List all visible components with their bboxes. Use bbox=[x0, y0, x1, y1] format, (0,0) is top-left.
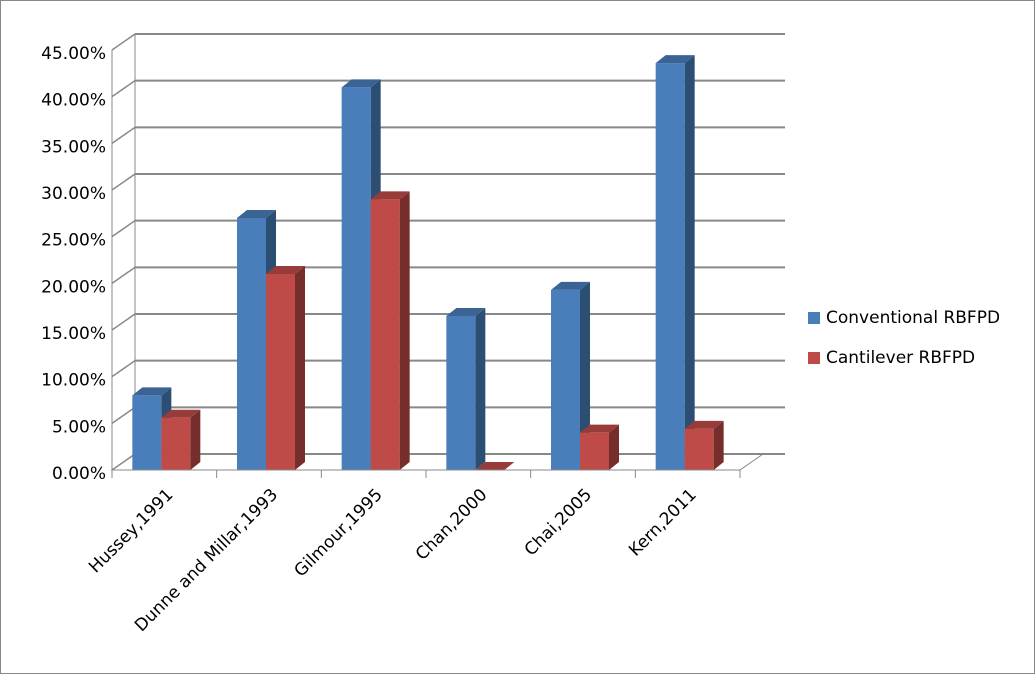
y-tick-label: 20.00% bbox=[41, 277, 106, 297]
grid-line-side bbox=[111, 453, 136, 471]
y-tick-label: 10.00% bbox=[41, 371, 106, 391]
grid-line-side bbox=[111, 126, 136, 144]
bar-side bbox=[295, 266, 305, 470]
bar-face bbox=[551, 289, 580, 470]
bar-side bbox=[399, 191, 410, 471]
bar-side bbox=[580, 281, 590, 470]
bar-face bbox=[161, 417, 191, 470]
bar-side bbox=[475, 308, 486, 470]
y-tick-label: 40.00% bbox=[41, 91, 106, 111]
grid-line-side bbox=[111, 360, 136, 378]
grid-line-side bbox=[111, 80, 136, 98]
y-tick-label: 35.00% bbox=[41, 137, 106, 157]
bar-side bbox=[713, 420, 724, 470]
legend-label: Conventional RBFPD bbox=[826, 308, 1000, 328]
bar-top bbox=[132, 387, 172, 396]
bar-side bbox=[684, 55, 695, 471]
legend-swatch bbox=[808, 352, 820, 364]
bar bbox=[370, 191, 410, 471]
legend-label: Cantilever RBFPD bbox=[826, 348, 975, 368]
bar-top bbox=[655, 55, 695, 64]
y-tick-label: 25.00% bbox=[41, 231, 106, 251]
bar-face bbox=[132, 395, 162, 470]
bar bbox=[266, 266, 305, 470]
grid-line-side bbox=[111, 266, 136, 284]
grid-line-side bbox=[111, 220, 136, 238]
bar bbox=[551, 281, 590, 470]
bar-side bbox=[190, 409, 201, 470]
bar-top bbox=[266, 266, 305, 274]
grid-line-side bbox=[111, 173, 136, 191]
bar bbox=[655, 55, 695, 471]
bar bbox=[580, 424, 619, 470]
bar-top bbox=[551, 281, 590, 290]
y-tick-label: 5.00% bbox=[52, 417, 106, 437]
bar bbox=[684, 420, 724, 470]
bar-top bbox=[446, 308, 486, 316]
bar bbox=[161, 409, 201, 470]
bar-face bbox=[580, 432, 609, 470]
bar-face bbox=[446, 316, 476, 470]
bar-top bbox=[475, 462, 515, 470]
y-tick-label: 45.00% bbox=[41, 44, 106, 64]
bar-top bbox=[237, 210, 276, 218]
bar bbox=[446, 308, 486, 470]
bar-top bbox=[341, 79, 381, 88]
bar-face bbox=[370, 199, 400, 471]
grid-line-side bbox=[111, 313, 136, 331]
legend-swatch bbox=[808, 312, 820, 324]
bar-top bbox=[370, 191, 410, 200]
bar-top bbox=[161, 409, 201, 418]
y-tick-label: 15.00% bbox=[41, 324, 106, 344]
y-tick-label: 0.00% bbox=[52, 464, 106, 484]
bar-top bbox=[580, 424, 619, 433]
grid-line-side bbox=[111, 33, 136, 51]
grid-line-side bbox=[111, 406, 136, 424]
bar-face bbox=[655, 63, 685, 471]
bar-face bbox=[341, 87, 371, 470]
y-tick-label: 30.00% bbox=[41, 184, 106, 204]
bar-face bbox=[684, 428, 714, 470]
bar bbox=[475, 462, 515, 470]
bar-side bbox=[609, 424, 619, 470]
bar-face bbox=[266, 274, 295, 470]
bar-face bbox=[237, 218, 266, 470]
bar-top bbox=[684, 420, 724, 429]
